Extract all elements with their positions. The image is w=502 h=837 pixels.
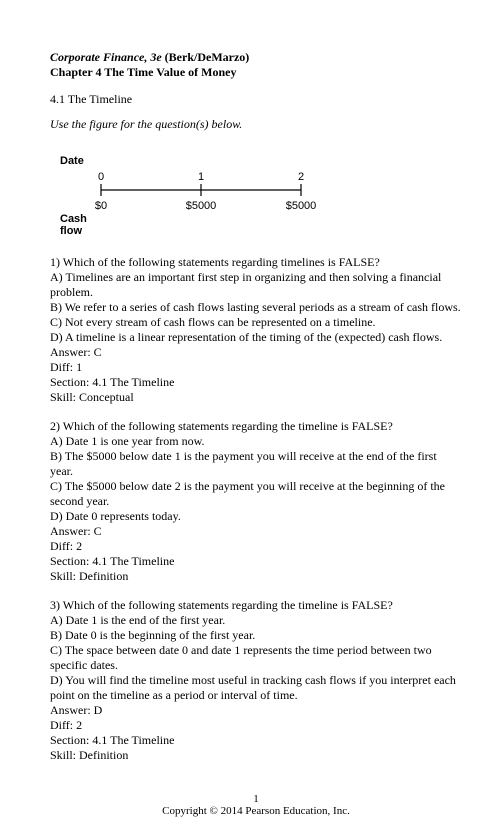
q1-b: B) We refer to a series of cash flows la… [50,300,462,315]
timeline-svg: Date 0 1 2 $0 $5000 $5000 Cash flow [60,152,320,237]
q1-c: C) Not every stream of cash flows can be… [50,315,462,330]
q1-stem: 1) Which of the following statements reg… [50,255,462,270]
cash-label: Cash [60,213,87,225]
q3-stem: 3) Which of the following statements reg… [50,598,462,613]
q3-b: B) Date 0 is the beginning of the first … [50,628,462,643]
book-title-suffix: (Berk/DeMarzo) [162,50,250,64]
section-title: 4.1 The Timeline [50,92,462,107]
document-header: Corporate Finance, 3e (Berk/DeMarzo) Cha… [50,50,462,80]
question-1: 1) Which of the following statements reg… [50,255,462,405]
q3-section: Section: 4.1 The Timeline [50,733,462,748]
question-2: 2) Which of the following statements reg… [50,419,462,584]
page-number: 1 [50,793,462,805]
chapter-line: Chapter 4 The Time Value of Money [50,65,462,80]
q3-a: A) Date 1 is the end of the first year. [50,613,462,628]
value-1: $5000 [186,200,217,212]
q1-skill: Skill: Conceptual [50,390,462,405]
tick-2: 2 [298,171,304,183]
q2-b: B) The $5000 below date 1 is the payment… [50,449,462,479]
q2-diff: Diff: 2 [50,539,462,554]
value-2: $5000 [286,200,317,212]
page-footer: 1 Copyright © 2014 Pearson Education, In… [50,793,462,817]
copyright-text: Copyright © 2014 Pearson Education, Inc. [50,805,462,817]
figure-instruction: Use the figure for the question(s) below… [50,117,462,132]
q1-a: A) Timelines are an important first step… [50,270,462,300]
q2-c: C) The $5000 below date 2 is the payment… [50,479,462,509]
date-label: Date [60,155,84,167]
q3-skill: Skill: Definition [50,748,462,763]
q2-section: Section: 4.1 The Timeline [50,554,462,569]
q2-a: A) Date 1 is one year from now. [50,434,462,449]
value-0: $0 [95,200,107,212]
q2-stem: 2) Which of the following statements reg… [50,419,462,434]
book-title-line: Corporate Finance, 3e (Berk/DeMarzo) [50,50,462,65]
q3-diff: Diff: 2 [50,718,462,733]
timeline-figure: Date 0 1 2 $0 $5000 $5000 Cash flow [60,152,462,237]
tick-1: 1 [198,171,204,183]
q1-answer: Answer: C [50,345,462,360]
q2-skill: Skill: Definition [50,569,462,584]
q2-d: D) Date 0 represents today. [50,509,462,524]
question-3: 3) Which of the following statements reg… [50,598,462,763]
book-title-italic: Corporate Finance, 3e [50,50,162,64]
flow-label: flow [60,225,82,237]
q3-answer: Answer: D [50,703,462,718]
q3-c: C) The space between date 0 and date 1 r… [50,643,462,673]
tick-0: 0 [98,171,104,183]
q1-d: D) A timeline is a linear representation… [50,330,462,345]
q1-diff: Diff: 1 [50,360,462,375]
q3-d: D) You will find the timeline most usefu… [50,673,462,703]
q2-answer: Answer: C [50,524,462,539]
q1-section: Section: 4.1 The Timeline [50,375,462,390]
